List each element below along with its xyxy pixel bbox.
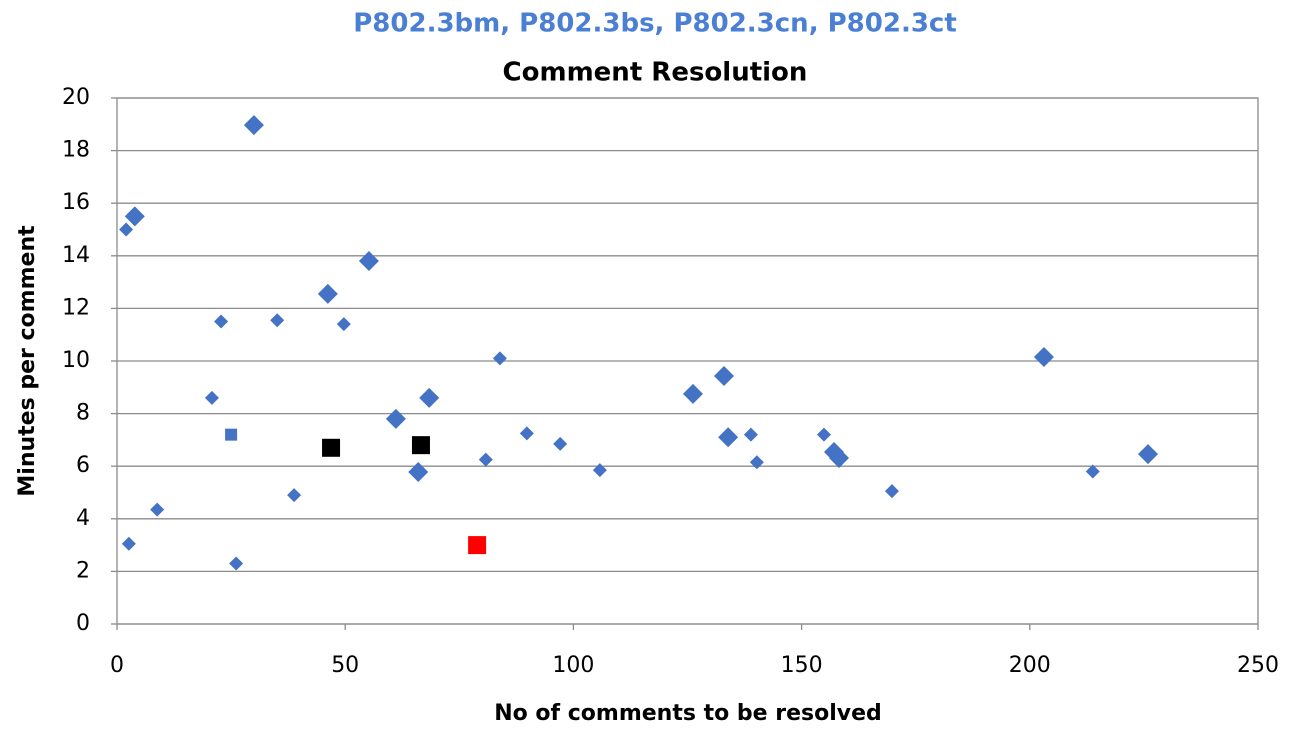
point: [317, 283, 338, 304]
point: [229, 556, 244, 571]
point: [478, 452, 493, 467]
chart-supertitle: P802.3bm, P802.3bs, P802.3cn, P802.3ct: [353, 9, 957, 39]
point: [322, 438, 341, 457]
point: [204, 390, 219, 405]
point: [519, 426, 534, 441]
point: [1033, 347, 1054, 368]
point: [714, 365, 735, 386]
y-tick-label: 8: [76, 401, 90, 426]
x-axis-label: No of comments to be resolved: [494, 701, 882, 726]
point: [468, 536, 487, 555]
point: [411, 436, 430, 455]
point: [749, 455, 764, 470]
y-tick-label: 20: [62, 85, 90, 110]
point: [682, 383, 703, 404]
x-tick-label: 200: [1009, 653, 1051, 678]
y-tick-label: 6: [76, 453, 90, 478]
point: [336, 317, 351, 332]
point: [743, 427, 758, 442]
point: [214, 314, 229, 329]
point: [492, 351, 507, 366]
point: [119, 222, 134, 237]
x-tick-label: 50: [331, 653, 359, 678]
point: [1138, 444, 1159, 465]
point: [385, 408, 406, 429]
point: [225, 428, 238, 441]
point: [124, 206, 145, 227]
x-tick-label: 250: [1237, 653, 1279, 678]
y-tick-label: 10: [62, 348, 90, 373]
y-tick-label: 4: [76, 506, 90, 531]
x-tick-label: 150: [781, 653, 823, 678]
y-tick-label: 18: [62, 138, 90, 163]
point: [553, 436, 568, 451]
y-tick-label: 14: [62, 243, 90, 268]
x-tick-label: 0: [110, 653, 124, 678]
point: [419, 387, 440, 408]
y-tick-label: 12: [62, 295, 90, 320]
y-tick-label: 2: [76, 558, 90, 583]
y-tick-label: 0: [76, 611, 90, 636]
plot-border: [116, 97, 1259, 625]
point: [592, 463, 607, 478]
point: [150, 502, 165, 517]
x-tick-label: 100: [552, 653, 594, 678]
y-tick-label: 16: [62, 190, 90, 215]
point: [829, 448, 850, 469]
point: [287, 488, 302, 503]
point: [243, 115, 264, 136]
point: [816, 427, 831, 442]
chart-title: Comment Resolution: [503, 58, 808, 88]
point: [358, 251, 379, 272]
point: [408, 461, 429, 482]
point: [884, 484, 899, 499]
point: [718, 427, 739, 448]
point: [121, 536, 136, 551]
point: [1085, 464, 1100, 479]
point: [270, 313, 285, 328]
y-axis-label: Minutes per comment: [15, 225, 40, 497]
